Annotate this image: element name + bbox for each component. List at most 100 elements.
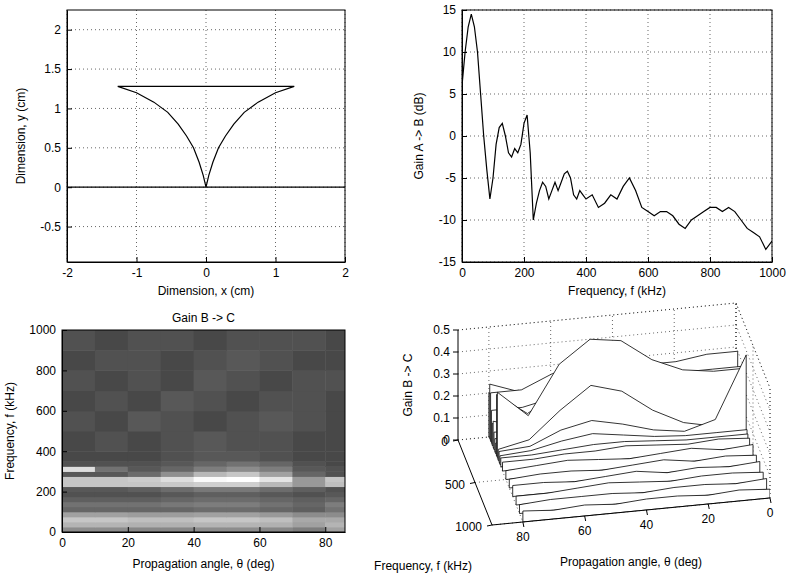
- heatmap-cell: [128, 461, 161, 467]
- heatmap-cell: [325, 487, 345, 493]
- heatmap-cell: [292, 487, 325, 493]
- heatmap-cell: [95, 350, 128, 371]
- y-tick-label: 600: [36, 404, 56, 418]
- plot-marks: [462, 14, 772, 249]
- z-tick-label: 0.1: [433, 411, 450, 425]
- grid-line-x: [648, 10, 649, 262]
- z-tick-mark: [453, 374, 458, 375]
- plot-frame: [462, 10, 772, 262]
- y-tick: 1.5: [44, 62, 72, 76]
- heatmap-cell: [95, 330, 128, 351]
- heatmap-cell: [227, 451, 260, 462]
- z-tick-mark: [453, 440, 458, 441]
- x-tick: 600: [638, 257, 658, 280]
- y-tick-label: 0: [49, 525, 56, 539]
- heatmap-cell: [259, 370, 292, 391]
- plot-background: [62, 330, 345, 532]
- x-axis-line: [63, 532, 346, 533]
- y-axis-title: Dimension, y (cm): [14, 88, 28, 185]
- x-axis-line: [463, 262, 773, 263]
- y-tick-label: -15: [439, 255, 457, 269]
- heatmap-cell: [62, 391, 95, 412]
- y-tick: 0.5: [44, 141, 72, 155]
- heatmap-cell: [227, 482, 260, 488]
- y-tick-label: 500: [445, 478, 465, 492]
- heatmap-cell: [227, 487, 260, 493]
- heatmap-cell: [227, 370, 260, 391]
- x-tick-mark: [646, 510, 647, 515]
- heatmap-cell: [227, 411, 260, 432]
- grid-line-y: [462, 178, 772, 179]
- z-axis-title: Gain B -> C: [401, 353, 415, 416]
- y-tick-label: 400: [36, 445, 56, 459]
- heatmap-cell: [95, 492, 128, 498]
- heatmap-cell: [128, 471, 161, 477]
- heatmap-cell: [259, 527, 292, 532]
- heatmap-cell: [161, 391, 194, 412]
- heatmap-cell: [259, 497, 292, 503]
- heatmap-cell: [161, 512, 194, 518]
- plot-marks: [67, 86, 345, 187]
- x-tick: 800: [700, 257, 720, 280]
- x-tick-label: 60: [578, 524, 592, 538]
- x-tick: 80: [319, 527, 333, 550]
- grid-line-y: [462, 94, 772, 95]
- grid-line-z: [458, 303, 736, 330]
- heatmap-cell: [95, 517, 128, 523]
- heatmap-cell: [62, 431, 95, 452]
- heatmap-cell: [95, 512, 128, 518]
- grid-line-x: [206, 10, 207, 262]
- heatmap-cell: [259, 330, 292, 351]
- heatmap-cell: [62, 487, 95, 493]
- panel-3: 00.10.20.30.40.505001000020406080Gain B …: [374, 303, 774, 573]
- x-tick-mark: [523, 522, 524, 527]
- heatmap-cell: [227, 512, 260, 518]
- y-tick-mark: [470, 483, 475, 484]
- heatmap-cell: [325, 370, 345, 391]
- heatmap-cell: [194, 517, 227, 523]
- x-axis: 020406080: [59, 527, 345, 550]
- x-axis-title: Propagation angle, θ (deg): [560, 555, 702, 569]
- heatmap-cell: [95, 466, 128, 472]
- heatmap-cell: [194, 482, 227, 488]
- heatmap-cell: [161, 471, 194, 477]
- x-axis-title: Frequency, f (kHz): [568, 284, 666, 298]
- x-tick-mark: [194, 527, 195, 532]
- heatmap-cell: [95, 431, 128, 452]
- y-tick: 0: [54, 181, 72, 195]
- panel-texts-0: Dimension, x (cm)Dimension, y (cm): [14, 88, 254, 298]
- grid-line-y: [67, 108, 345, 109]
- heatmap-cell: [194, 411, 227, 432]
- y-axis-title: Frequency, f (kHz): [3, 382, 17, 480]
- heatmap-cell: [292, 451, 325, 462]
- z-tick-label: 0.3: [433, 367, 450, 381]
- heatmap-cell: [62, 466, 95, 472]
- y-tick-label: 5: [449, 87, 456, 101]
- heatmap-cell: [194, 527, 227, 532]
- heatmap-cell: [161, 487, 194, 493]
- y-tick: 1000: [29, 323, 67, 337]
- heatmap-cell: [62, 350, 95, 371]
- y-tick: 0: [449, 129, 467, 143]
- heatmap-cell: [95, 451, 128, 462]
- z-tick-mark: [453, 396, 458, 397]
- y-tick-label: -10: [439, 213, 457, 227]
- heatmap-cell: [161, 527, 194, 532]
- plot-marks: [62, 330, 345, 532]
- x-axis-line: [68, 262, 346, 263]
- heatmap-cell: [161, 350, 194, 371]
- x-tick-mark: [128, 527, 129, 532]
- data-line: [118, 86, 295, 187]
- heatmap-cell: [161, 517, 194, 523]
- heatmap-cell: [128, 391, 161, 412]
- plot-background: [462, 10, 772, 262]
- heatmap-cell: [128, 466, 161, 472]
- heatmap-cell: [128, 350, 161, 371]
- heatmap-cell: [194, 330, 227, 351]
- heatmap-cell: [292, 431, 325, 452]
- heatmap-cell: [161, 482, 194, 488]
- y-tick-mark: [62, 370, 67, 371]
- heatmap-cell: [128, 370, 161, 391]
- heatmap-cell: [62, 476, 95, 482]
- y-axis-line: [62, 331, 63, 533]
